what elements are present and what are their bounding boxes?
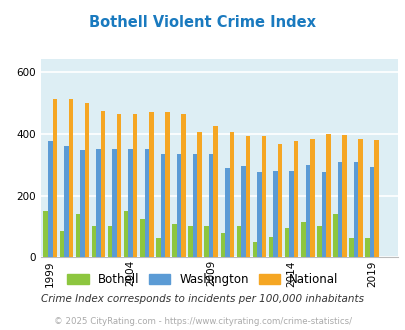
- Bar: [300, 222, 305, 257]
- Bar: [333, 214, 337, 257]
- Bar: [149, 112, 153, 257]
- Bar: [188, 226, 192, 257]
- Bar: [133, 114, 137, 257]
- Bar: [43, 211, 48, 257]
- Bar: [316, 226, 321, 257]
- Text: Crime Index corresponds to incidents per 100,000 inhabitants: Crime Index corresponds to incidents per…: [41, 294, 364, 304]
- Bar: [348, 238, 353, 257]
- Bar: [325, 134, 330, 257]
- Bar: [176, 154, 181, 257]
- Bar: [100, 111, 105, 257]
- Bar: [273, 171, 277, 257]
- Bar: [192, 154, 197, 257]
- Bar: [284, 228, 289, 257]
- Bar: [293, 141, 298, 257]
- Bar: [220, 233, 224, 257]
- Bar: [60, 231, 64, 257]
- Bar: [224, 168, 229, 257]
- Bar: [305, 165, 309, 257]
- Bar: [112, 148, 117, 257]
- Text: Bothell Violent Crime Index: Bothell Violent Crime Index: [89, 15, 316, 30]
- Bar: [353, 162, 357, 257]
- Bar: [181, 114, 185, 257]
- Bar: [124, 211, 128, 257]
- Bar: [204, 226, 209, 257]
- Bar: [364, 238, 369, 257]
- Bar: [277, 144, 281, 257]
- Legend: Bothell, Washington, National: Bothell, Washington, National: [62, 268, 343, 291]
- Bar: [252, 242, 257, 257]
- Bar: [309, 139, 314, 257]
- Bar: [128, 148, 133, 257]
- Bar: [75, 214, 80, 257]
- Bar: [373, 140, 378, 257]
- Bar: [197, 132, 201, 257]
- Bar: [117, 115, 121, 257]
- Bar: [229, 132, 233, 257]
- Bar: [144, 148, 149, 257]
- Bar: [289, 171, 293, 257]
- Bar: [48, 141, 52, 257]
- Bar: [261, 136, 266, 257]
- Bar: [341, 135, 346, 257]
- Bar: [245, 136, 249, 257]
- Bar: [257, 172, 261, 257]
- Bar: [321, 172, 325, 257]
- Bar: [357, 139, 362, 257]
- Bar: [96, 148, 100, 257]
- Bar: [156, 238, 160, 257]
- Bar: [172, 224, 176, 257]
- Bar: [85, 103, 89, 257]
- Bar: [213, 126, 217, 257]
- Bar: [337, 162, 341, 257]
- Bar: [209, 154, 213, 257]
- Bar: [108, 226, 112, 257]
- Bar: [236, 226, 241, 257]
- Bar: [52, 99, 57, 257]
- Bar: [140, 219, 144, 257]
- Bar: [68, 99, 73, 257]
- Bar: [64, 146, 68, 257]
- Bar: [268, 237, 273, 257]
- Text: © 2025 CityRating.com - https://www.cityrating.com/crime-statistics/: © 2025 CityRating.com - https://www.city…: [54, 317, 351, 326]
- Bar: [241, 166, 245, 257]
- Bar: [80, 150, 85, 257]
- Bar: [160, 154, 165, 257]
- Bar: [92, 226, 96, 257]
- Bar: [369, 167, 373, 257]
- Bar: [165, 112, 169, 257]
